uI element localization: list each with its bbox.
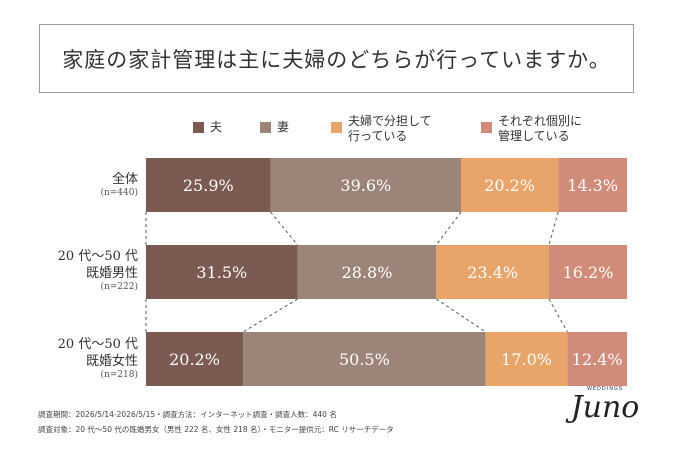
row-label-female-n: (n=218): [100, 370, 138, 380]
value-label-male-separate: 16.2%: [563, 263, 614, 282]
row-label-male-line1: 20 代～50 代: [57, 249, 138, 264]
row-label-all-line1: 全体: [111, 172, 138, 187]
legend-swatch-shared: [331, 122, 342, 133]
footer-survey-period: 調査期間：2026/5/14-2026/5/15・調査方法：インターネット調査・…: [38, 410, 337, 419]
row-label-male-n: (n=222): [100, 282, 138, 292]
value-label-all-shared: 20.2%: [484, 176, 535, 195]
value-label-female-shared: 17.0%: [501, 350, 552, 369]
bar-segment-all-separate: [558, 158, 627, 212]
chart-title: 家庭の家計管理は主に夫婦のどちらが行っていますか。: [62, 47, 611, 72]
legend-swatch-wife: [260, 122, 271, 133]
bar-segment-male-separate: [549, 245, 627, 299]
connector-line-male-husband: [242, 298, 298, 333]
legend-swatch-husband: [193, 122, 204, 133]
brand-logo-tag: WEDDINGS: [586, 386, 624, 392]
value-label-female-wife: 50.5%: [339, 350, 390, 369]
bar-segment-female-wife: [243, 332, 486, 386]
value-label-male-wife: 28.8%: [342, 263, 393, 282]
row-label-female-line2: 既婚女性: [85, 354, 138, 369]
legend-label-wife: 妻: [277, 120, 290, 134]
legend-item-husband: 夫: [193, 114, 222, 135]
bar-segment-female-husband: [146, 332, 244, 386]
chart-title-box: 家庭の家計管理は主に夫婦のどちらが行っていますか。: [39, 24, 634, 93]
row-label-female: 20 代～50 代 既婚女性 (n=218): [20, 336, 138, 381]
legend-item-separate: それぞれ個別に 管理している: [481, 114, 582, 144]
bar-segment-male-shared: [436, 245, 549, 299]
bar-segment-all-wife: [270, 158, 462, 212]
legend-label-separate: それぞれ個別に 管理している: [498, 114, 583, 143]
connector-line-all-husband: [270, 211, 299, 246]
legend-label-husband: 夫: [210, 120, 223, 134]
value-label-all-wife: 39.6%: [340, 176, 391, 195]
value-label-male-husband: 31.5%: [196, 263, 247, 282]
value-label-female-husband: 20.2%: [169, 350, 220, 369]
bar-segment-all-shared: [461, 158, 559, 212]
connector-line-male-shared: [548, 298, 568, 333]
connector-line-all-wife: [435, 211, 462, 246]
row-label-all: 全体 (n=440): [20, 171, 138, 199]
value-label-all-husband: 25.9%: [183, 176, 234, 195]
bar-segment-male-wife: [297, 245, 437, 299]
brand-logo: WEDDINGS Juno: [560, 386, 650, 436]
bar-segment-female-separate: [567, 332, 627, 386]
row-label-all-n: (n=440): [100, 188, 138, 198]
bar-segment-male-husband: [146, 245, 298, 299]
row-label-male-line2: 既婚男性: [85, 266, 138, 281]
brand-logo-word: Juno: [570, 390, 640, 425]
row-label-male: 20 代～50 代 既婚男性 (n=222): [20, 248, 138, 293]
legend-item-shared: 夫婦で分担して 行っている: [331, 114, 432, 144]
legend-label-shared: 夫婦で分担して 行っている: [348, 114, 432, 143]
bar-segment-all-husband: [146, 158, 271, 212]
footer-survey-target: 調査対象：20 代～50 代の既婚男女（男性 222 名、女性 218 名）・モ…: [38, 425, 394, 434]
value-label-male-shared: 23.4%: [467, 263, 518, 282]
connector-line-all-shared: [548, 211, 559, 246]
legend-swatch-separate: [481, 122, 492, 133]
value-label-all-separate: 14.3%: [567, 176, 618, 195]
value-label-female-separate: 12.4%: [572, 350, 623, 369]
row-label-female-line1: 20 代～50 代: [57, 337, 138, 352]
legend: 夫 妻 夫婦で分担して 行っている それぞれ個別に 管理している: [0, 114, 675, 154]
legend-item-wife: 妻: [260, 114, 289, 135]
bar-segment-female-shared: [485, 332, 568, 386]
connector-line-male-wife: [436, 298, 487, 333]
